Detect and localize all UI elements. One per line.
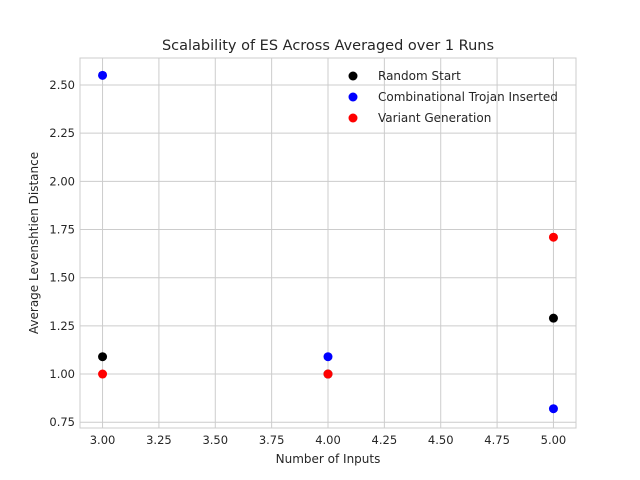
y-tick-label: 2.50 [49, 78, 75, 92]
data-points [98, 70, 558, 414]
y-tick-label: 2.25 [49, 126, 75, 140]
data-point-series-0 [98, 352, 108, 362]
grid [80, 58, 576, 428]
data-point-series-0 [548, 313, 558, 323]
y-axis-ticks: 0.75 1.00 1.25 1.50 1.75 2.00 2.25 2.50 [49, 78, 75, 429]
legend-label: Random Start [378, 69, 461, 83]
legend-marker [348, 113, 358, 123]
x-tick-label: 3.00 [90, 433, 116, 447]
data-point-series-2 [548, 232, 558, 242]
chart-title: Scalability of ES Across Averaged over 1… [162, 38, 494, 54]
data-point-series-2 [323, 369, 333, 379]
legend-label: Variant Generation [378, 111, 491, 125]
data-point-series-1 [323, 352, 333, 362]
x-tick-label: 3.75 [259, 433, 285, 447]
x-tick-label: 4.75 [484, 433, 510, 447]
y-tick-label: 0.75 [49, 415, 75, 429]
y-tick-label: 1.75 [49, 223, 75, 237]
legend-label: Combinational Trojan Inserted [378, 90, 558, 104]
x-axis-title: Number of Inputs [276, 452, 381, 466]
x-tick-label: 4.00 [315, 433, 341, 447]
legend: Random Start Combinational Trojan Inserte… [348, 69, 558, 125]
data-point-series-1 [98, 70, 108, 80]
y-tick-label: 1.25 [49, 319, 75, 333]
data-point-series-1 [548, 404, 558, 414]
y-tick-label: 1.50 [49, 271, 75, 285]
x-tick-label: 4.50 [428, 433, 454, 447]
legend-marker [348, 71, 358, 81]
x-tick-label: 5.00 [541, 433, 567, 447]
y-axis-title: Average Levenshtien Distance [27, 152, 41, 334]
y-tick-label: 2.00 [49, 174, 75, 188]
y-tick-label: 1.00 [49, 367, 75, 381]
plot-area [79, 57, 577, 429]
legend-marker [348, 92, 358, 102]
x-tick-label: 3.50 [202, 433, 228, 447]
data-point-series-2 [98, 369, 108, 379]
x-tick-label: 3.25 [146, 433, 172, 447]
x-axis-ticks: 3.00 3.25 3.50 3.75 4.00 4.25 4.50 4.75 5.00 [90, 433, 567, 447]
x-tick-label: 4.25 [372, 433, 398, 447]
